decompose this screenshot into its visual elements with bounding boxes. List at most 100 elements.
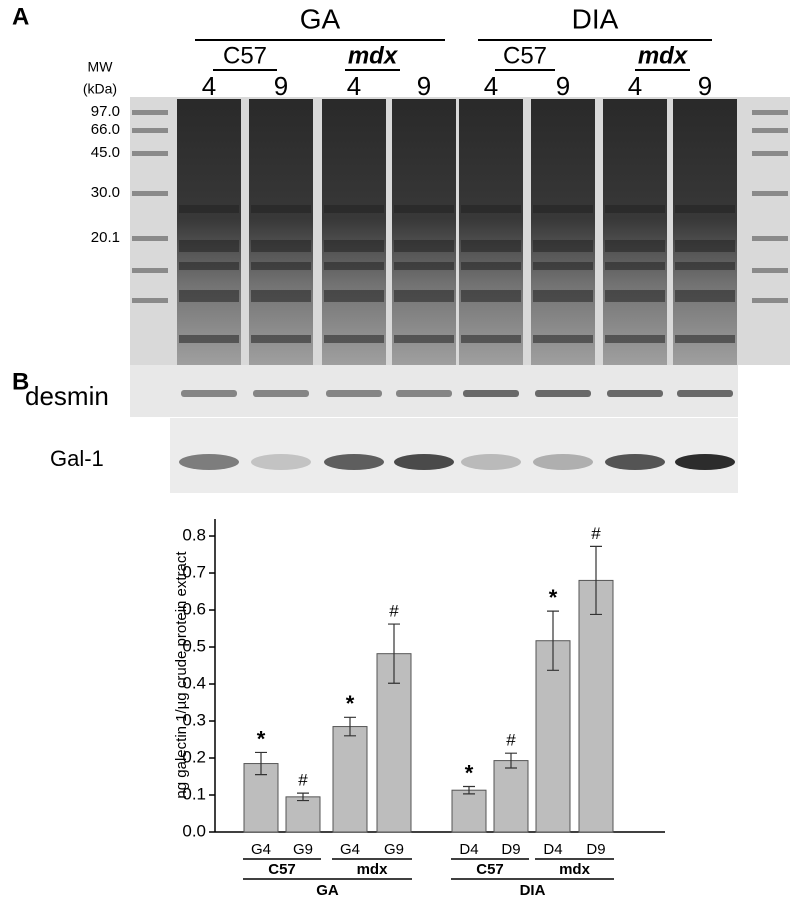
group-label: GA	[316, 882, 339, 899]
gel-band	[251, 290, 311, 302]
significance-marker: #	[506, 731, 516, 750]
ladder-band	[752, 191, 788, 196]
mw-unit: (kDa)	[83, 81, 117, 97]
gel-band	[461, 262, 521, 270]
ladder-band	[752, 236, 788, 241]
subgroup-label: C57	[268, 861, 296, 878]
gel-band	[251, 240, 311, 252]
error-bar	[388, 623, 400, 684]
desmin-band	[181, 390, 237, 397]
desmin-band	[607, 390, 663, 397]
gel-lane	[459, 99, 523, 365]
gel-band	[605, 205, 665, 213]
gel-band	[179, 262, 239, 270]
bar	[578, 579, 614, 833]
gel-band	[394, 262, 454, 270]
gal1-band	[461, 454, 521, 470]
gal1-blot	[170, 418, 738, 493]
x-tick-label: G4	[251, 841, 271, 858]
x-tick-label: G9	[293, 841, 313, 858]
gel-band	[394, 335, 454, 343]
subgroup-label: mdx	[559, 861, 591, 878]
x-tick-label: D9	[501, 841, 520, 858]
y-tick-label: 0.2	[182, 747, 206, 766]
lane-label: 9	[556, 71, 570, 101]
gel-band	[461, 240, 521, 252]
gel-band	[394, 205, 454, 213]
group-label: DIA	[520, 882, 546, 899]
gel-band	[605, 290, 665, 302]
gel-lane	[392, 99, 456, 365]
gal1-band	[251, 454, 311, 470]
gel-band	[179, 290, 239, 302]
y-tick-label: 0.8	[182, 526, 206, 545]
gel-band	[675, 335, 735, 343]
gel-band	[251, 205, 311, 213]
desmin-band	[463, 390, 519, 397]
gel-lane	[603, 99, 667, 365]
panel-label: A	[12, 3, 29, 30]
gel-band	[605, 240, 665, 252]
gel-band	[675, 240, 735, 252]
y-tick-label: 0.1	[182, 784, 206, 803]
gel-band	[461, 335, 521, 343]
significance-marker: #	[298, 771, 308, 790]
significance-marker: #	[389, 602, 399, 621]
lane-label: 9	[274, 71, 288, 101]
gel-band	[605, 262, 665, 270]
mw-marker: 66.0	[91, 121, 120, 138]
gel-band	[251, 262, 311, 270]
gal1-band	[324, 454, 384, 470]
desmin-band	[326, 390, 382, 397]
gal1-band	[533, 454, 593, 470]
gal1-band	[179, 454, 239, 470]
lane-label: 9	[698, 71, 712, 101]
y-tick-label: 0.4	[182, 673, 206, 692]
desmin-band	[253, 390, 309, 397]
error-bar	[463, 785, 475, 795]
gel-band	[675, 205, 735, 213]
panel-label: B	[12, 368, 29, 395]
error-bar	[297, 792, 309, 802]
mw-marker: 20.1	[91, 229, 120, 246]
group-label: GA	[300, 3, 341, 34]
gal1-band	[675, 454, 735, 470]
error-bar	[344, 716, 356, 737]
strain-label: C57	[503, 42, 547, 69]
lane-label: 4	[202, 71, 216, 101]
gel-band	[605, 335, 665, 343]
ladder-band	[752, 128, 788, 133]
ladder-band	[132, 236, 168, 241]
gal1-band	[394, 454, 454, 470]
lane-label: 4	[484, 71, 498, 101]
error-bar	[505, 752, 517, 769]
ladder-band	[132, 268, 168, 273]
ladder-band	[132, 298, 168, 303]
x-tick-label: D9	[586, 841, 605, 858]
error-bar	[255, 751, 267, 776]
ladder-band	[132, 191, 168, 196]
ladder-band	[752, 110, 788, 115]
error-bar	[547, 610, 559, 671]
gel-band	[533, 240, 593, 252]
bar	[285, 796, 321, 833]
strain-label: mdx	[638, 42, 689, 69]
y-tick-label: 0.0	[182, 821, 206, 840]
bar	[535, 640, 571, 833]
x-tick-label: G4	[340, 841, 360, 858]
lane-label: 4	[628, 71, 642, 101]
y-tick-label: 0.3	[182, 710, 206, 729]
x-tick-label: D4	[543, 841, 562, 858]
gel-lane	[177, 99, 241, 365]
bar	[332, 726, 368, 833]
bar	[493, 760, 529, 833]
gel-band	[461, 290, 521, 302]
gel-band	[533, 205, 593, 213]
gel-lanes	[132, 99, 788, 365]
gel-band	[324, 205, 384, 213]
gel-band	[533, 262, 593, 270]
gel-band	[324, 262, 384, 270]
ladder-band	[752, 151, 788, 156]
desmin-band	[535, 390, 591, 397]
significance-marker: *	[346, 691, 355, 716]
